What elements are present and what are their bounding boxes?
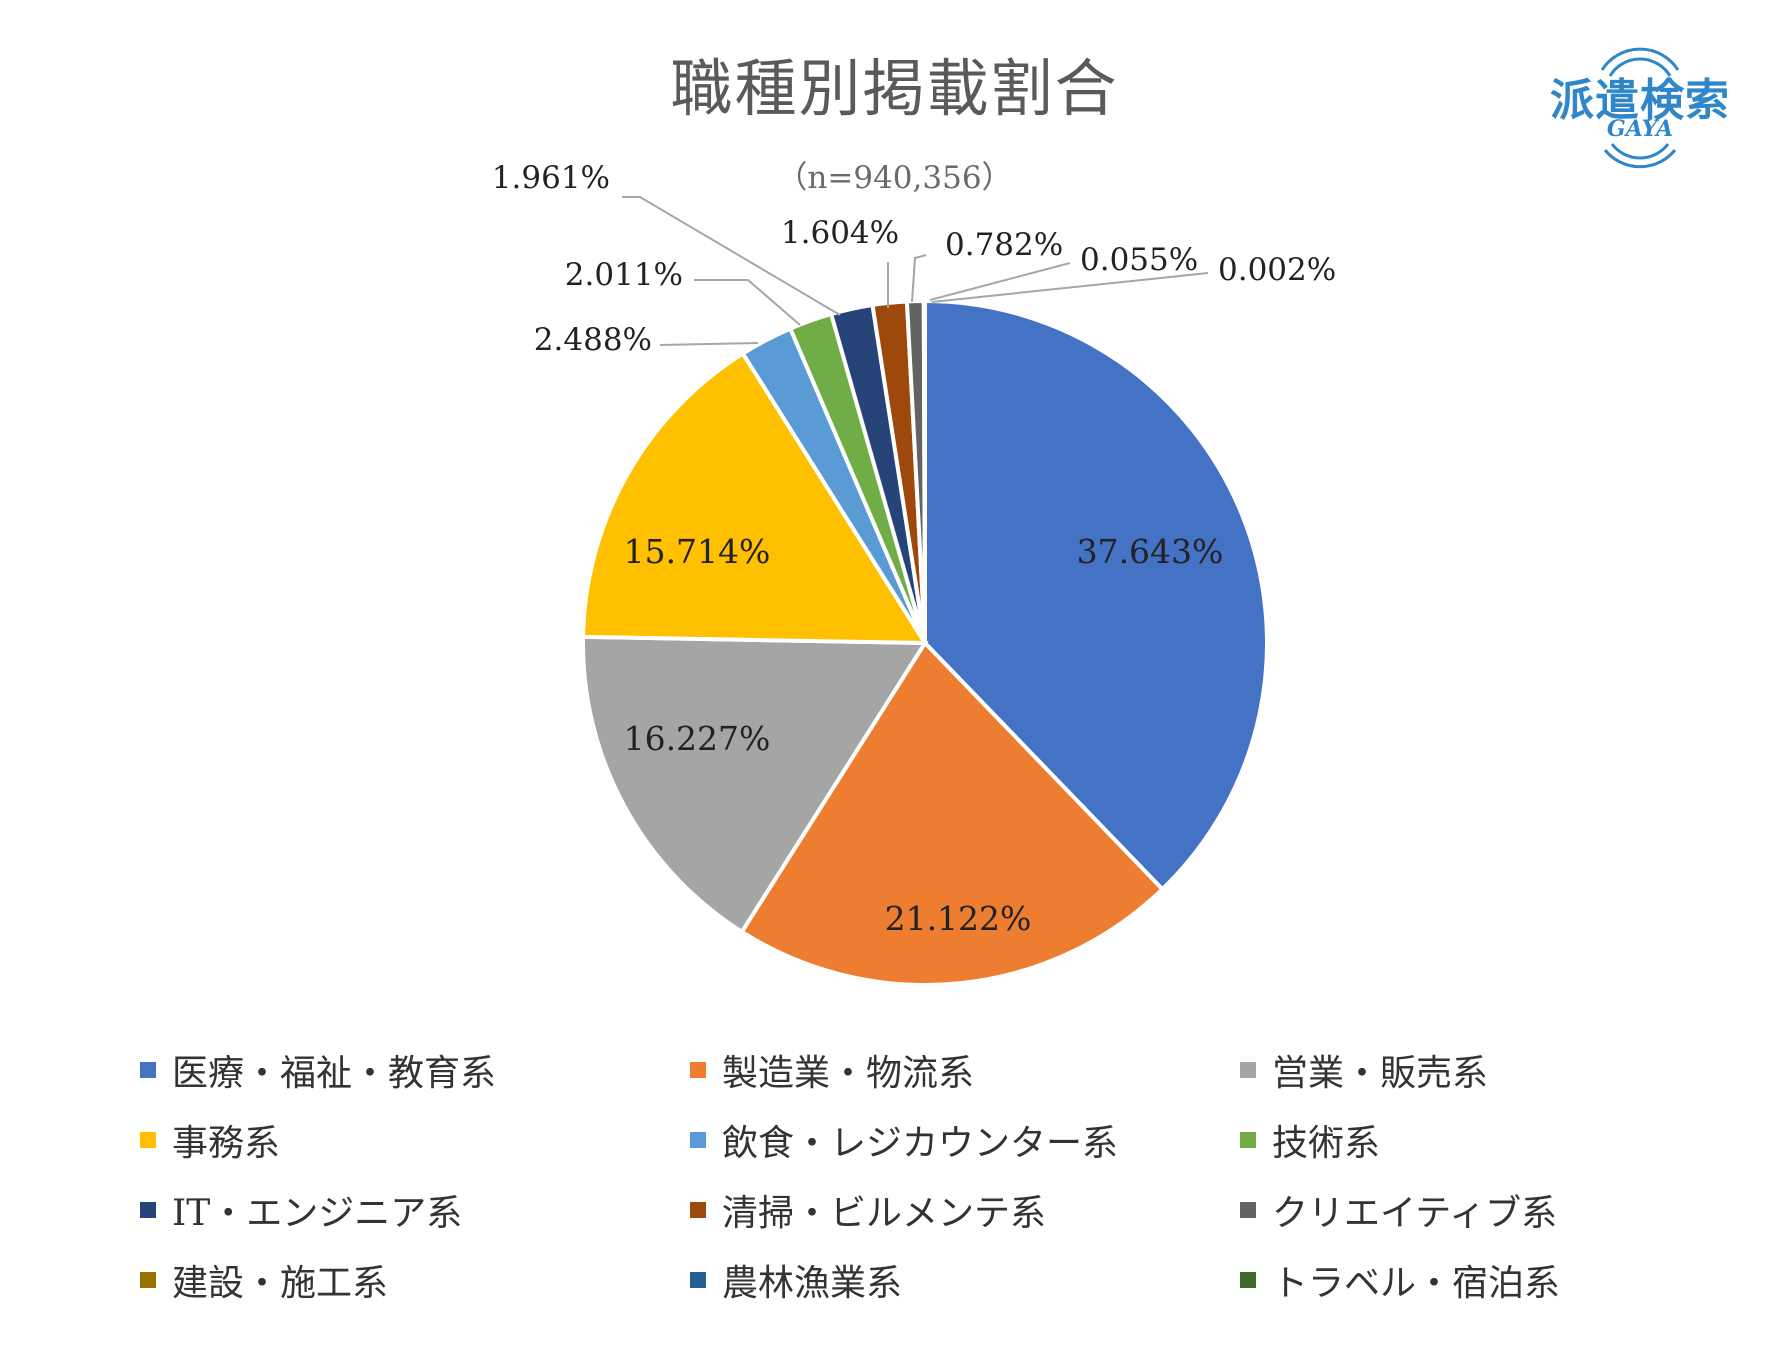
data-label-10: 0.055% — [1080, 242, 1198, 278]
gaya-logo: 派遣検索 GAYA — [1540, 30, 1740, 180]
chart-subtitle: （n=940,356） — [776, 160, 1013, 196]
legend-label: 飲食・レジカウンター系 — [722, 1123, 1119, 1164]
legend-swatch — [1240, 1272, 1256, 1288]
legend-item: トラベル・宿泊系 — [1240, 1260, 1600, 1304]
leader-line-5 — [659, 342, 759, 346]
legend-swatch — [690, 1062, 706, 1078]
legend-swatch — [140, 1062, 156, 1078]
legend-label: 建設・施工系 — [172, 1263, 389, 1304]
data-label-2: 21.122% — [885, 899, 1032, 938]
legend-item: 清掃・ビルメンテ系 — [690, 1190, 1240, 1234]
data-label-8: 1.604% — [781, 215, 899, 251]
legend-label: 医療・福祉・教育系 — [172, 1053, 497, 1094]
legend-item: 技術系 — [1240, 1120, 1600, 1164]
legend-item: 事務系 — [140, 1120, 690, 1164]
data-label-6: 2.011% — [565, 257, 683, 293]
data-label-5: 2.488% — [534, 322, 652, 358]
legend-label: 営業・販売系 — [1272, 1053, 1489, 1094]
leader-line-9 — [911, 254, 927, 303]
legend-swatch — [1240, 1062, 1256, 1078]
legend-label: クリエイティブ系 — [1272, 1193, 1558, 1234]
legend-label: トラベル・宿泊系 — [1272, 1263, 1561, 1304]
logo-subtext: GAYA — [1606, 116, 1674, 142]
legend-swatch — [1240, 1202, 1256, 1218]
legend-swatch — [140, 1272, 156, 1288]
legend-swatch — [1240, 1132, 1256, 1148]
pie-slice-2 — [739, 639, 1166, 987]
leader-line-7 — [622, 196, 841, 316]
data-label-7: 1.961% — [492, 160, 610, 196]
legend-item: クリエイティブ系 — [1240, 1190, 1600, 1234]
leader-line-6 — [694, 279, 801, 326]
pie-slice-4 — [581, 350, 929, 646]
legend-item: 建設・施工系 — [140, 1260, 690, 1304]
legend-swatch — [690, 1272, 706, 1288]
legend-label: IT・エンジニア系 — [172, 1193, 463, 1234]
legend-label: 製造業・物流系 — [722, 1053, 975, 1094]
legend-swatch — [690, 1132, 706, 1148]
data-label-11: 0.002% — [1218, 252, 1336, 288]
leader-line-11 — [931, 272, 1209, 303]
legend-item: 製造業・物流系 — [690, 1050, 1240, 1094]
data-label-9: 0.782% — [945, 227, 1063, 263]
legend-item: 営業・販売系 — [1240, 1050, 1600, 1094]
legend-label: 農林漁業系 — [722, 1263, 903, 1304]
leader-line-10 — [929, 262, 1071, 301]
pie-slice-3 — [581, 634, 929, 935]
logo-arc-icon — [1600, 47, 1680, 169]
data-label-3: 16.227% — [624, 719, 771, 758]
data-label-4: 15.714% — [624, 532, 771, 571]
data-label-1: 37.643% — [1077, 532, 1224, 571]
legend-label: 技術系 — [1272, 1123, 1381, 1164]
legend-item: 農林漁業系 — [690, 1260, 1240, 1304]
legend-label: 清掃・ビルメンテ系 — [722, 1193, 1047, 1234]
pie-slice-1 — [923, 298, 1269, 893]
legend-item: 飲食・レジカウンター系 — [690, 1120, 1240, 1164]
pie-chart: 37.643% 21.122% 16.227% 15.714% 2.488% 2.011%… — [492, 160, 1336, 987]
legend-swatch — [140, 1132, 156, 1148]
chart-legend: 医療・福祉・教育系 製造業・物流系 営業・販売系事務系 飲食・レジカウンター系 技術系 I… — [140, 1050, 1600, 1304]
legend-item: IT・エンジニア系 — [140, 1190, 690, 1234]
legend-swatch — [690, 1202, 706, 1218]
logo-text: 派遣検索 — [1550, 75, 1730, 126]
legend-swatch — [140, 1202, 156, 1218]
chart-title: 職種別掲載割合 — [670, 52, 1119, 125]
legend-label: 事務系 — [172, 1123, 281, 1164]
legend-item: 医療・福祉・教育系 — [140, 1050, 690, 1094]
